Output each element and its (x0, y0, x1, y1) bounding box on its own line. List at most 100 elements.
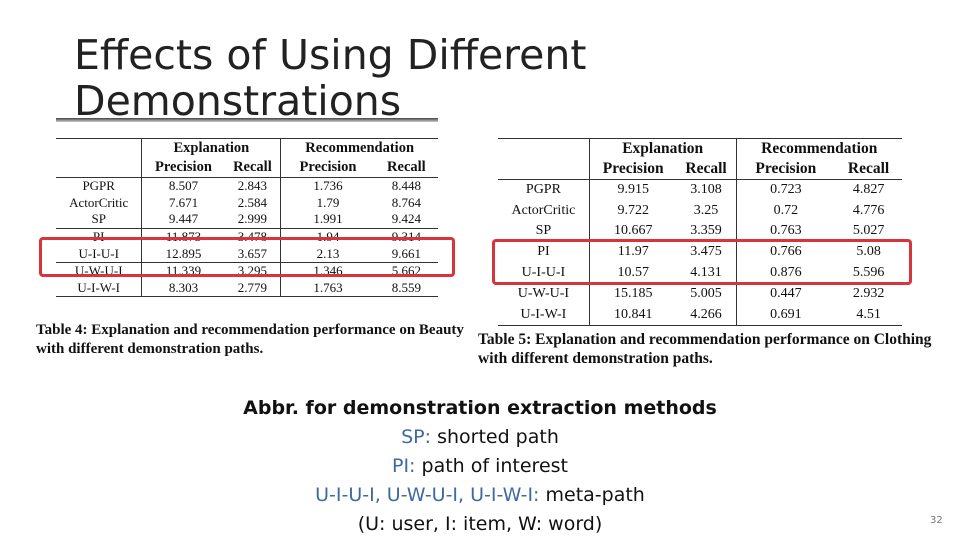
table-cell: 4.776 (852, 202, 885, 218)
table-cell: 9.722 (617, 202, 649, 218)
slide-title-line-2: Demonstrations (74, 77, 402, 125)
table-header-method (498, 138, 590, 159)
table-cell-method: PGPR (56, 177, 143, 195)
table-cell-method: PGPR (498, 179, 590, 201)
table-cell: 1.79 (316, 194, 340, 210)
table-header-explanation: Explanation (589, 138, 737, 159)
table-cell-method: PI (56, 228, 143, 246)
title-underline (56, 118, 438, 122)
table-cell-method: U-I-U-I (498, 262, 590, 284)
table-beauty-caption: Table 4: Explanation and recommendation … (36, 322, 464, 357)
table-cell: 3.478 (224, 228, 282, 246)
table-cell: 15.185 (613, 286, 653, 302)
highlight-box-clothing (492, 239, 912, 285)
table-cell: 0.723 (770, 182, 802, 198)
table-cell: 5.596 (852, 264, 885, 280)
table-cell: 9.314 (391, 229, 421, 245)
table-header-recommendation: Recommendation (305, 140, 415, 156)
table-cell: 0.766 (770, 244, 802, 260)
table-cell: 1.94 (316, 229, 340, 245)
table-cell: 3.25 (676, 200, 737, 221)
table-cell: 2.932 (852, 286, 885, 302)
table-cell: 8.507 (168, 178, 199, 194)
table-row: SP 9.447 2.999 1.991 9.424 (56, 211, 438, 229)
table-row: U-I-W-I 8.303 2.779 1.763 8.559 (56, 279, 438, 297)
table-cell: 4.51 (856, 306, 881, 322)
table-cell: 4.266 (676, 304, 737, 326)
table-subheader: Precision (602, 160, 664, 177)
table-cell: 10.667 (613, 222, 653, 238)
table-cell-method: ActorCritic (56, 194, 143, 212)
table-cell: 2.13 (316, 245, 340, 261)
table-clothing: Explanation Recommendation Precision Rec… (498, 138, 902, 326)
table-cell-method: PI (498, 241, 590, 263)
table-cell: 0.447 (770, 286, 802, 302)
table-row: PGPR 8.507 2.843 1.736 8.448 (56, 177, 438, 195)
table-cell: 8.448 (391, 178, 421, 194)
table-beauty: Explanation Recommendation Precision Rec… (56, 138, 438, 297)
table-cell-method: ActorCritic (498, 200, 590, 221)
abbreviation-text: meta-path (539, 484, 645, 506)
table-header-explanation: Explanation (141, 138, 282, 158)
table-cell-method: U-I-U-I (56, 245, 143, 263)
table-beauty-grid: Explanation Recommendation Precision Rec… (56, 138, 438, 297)
table-cell: 0.72 (773, 202, 799, 218)
abbreviation-heading: Abbr. for demonstration extraction metho… (243, 397, 717, 419)
table-clothing-caption: Table 5: Explanation and recommendation … (478, 331, 932, 367)
table-cell: 1.763 (313, 279, 343, 295)
abbreviation-key: PI: (392, 455, 416, 477)
abbreviation-text: shorted path (431, 426, 559, 448)
table-subheader-blank (498, 159, 590, 180)
table-cell: 2.584 (224, 194, 282, 212)
table-row: PI 11.873 3.478 1.94 9.314 (56, 228, 438, 246)
table-cell: 8.303 (168, 279, 199, 295)
table-cell: 3.657 (224, 245, 282, 263)
table-cell: 4.131 (676, 262, 737, 284)
table-cell-method: SP (498, 220, 590, 242)
table-subheader: Recall (847, 160, 890, 177)
table-cell-method: U-I-W-I (56, 279, 143, 297)
table-cell: 5.027 (852, 222, 885, 238)
table-header-recommendation: Recommendation (761, 140, 878, 157)
table-header-method (56, 138, 143, 158)
table-cell-method: U-W-U-I (498, 283, 590, 305)
table-cell: 2.843 (224, 177, 282, 195)
table-row: PI 11.97 3.475 0.766 5.08 (498, 241, 902, 263)
highlight-box-beauty (39, 237, 455, 277)
table-row: ActorCritic 7.671 2.584 1.79 8.764 (56, 194, 438, 212)
table-subheader: Precision (755, 160, 817, 177)
table-subheader: Precision (154, 159, 212, 175)
table-row: ActorCritic 9.722 3.25 0.72 4.776 (498, 200, 902, 221)
abbreviation-sp: SP: shorted path (200, 423, 760, 452)
table-subheader: Precision (299, 159, 357, 175)
table-cell: 12.895 (165, 245, 202, 261)
table-row: U-W-U-I 15.185 5.005 0.447 2.932 (498, 283, 902, 305)
table-cell: 9.447 (168, 211, 199, 227)
table-cell: 9.424 (391, 211, 421, 227)
table-row: U-I-W-I 10.841 4.266 0.691 4.51 (498, 304, 902, 326)
table-cell: 2.999 (224, 211, 282, 229)
table-cell-method: U-I-W-I (498, 304, 590, 326)
table-cell-method: SP (56, 211, 143, 229)
table-subheader: Recall (224, 158, 282, 178)
table-cell: 0.763 (770, 222, 802, 238)
table-cell: 0.876 (770, 264, 802, 280)
table-cell: 0.691 (770, 306, 802, 322)
table-cell: 3.475 (676, 241, 737, 263)
table-cell: 10.57 (617, 264, 649, 280)
table-clothing-grid: Explanation Recommendation Precision Rec… (498, 138, 902, 326)
table-subheader-blank (56, 158, 143, 178)
table-cell: 5.08 (856, 244, 881, 260)
abbreviation-pi: PI: path of interest (200, 452, 760, 481)
abbreviation-legend: (U: user, I: item, W: word) (357, 513, 603, 535)
table-cell: 8.764 (391, 194, 421, 210)
page-number: 32 (930, 515, 943, 526)
abbreviation-block: Abbr. for demonstration extraction metho… (200, 394, 760, 539)
abbreviation-key: SP: (401, 426, 432, 448)
table-cell: 9.915 (617, 182, 649, 198)
table-cell: 11.873 (165, 229, 202, 245)
table-row: SP 10.667 3.359 0.763 5.027 (498, 220, 902, 242)
table-cell: 11.97 (617, 244, 649, 260)
table-cell: 7.671 (168, 194, 199, 210)
abbreviation-meta-path: U-I-U-I, U-W-U-I, U-I-W-I: meta-path (200, 481, 760, 510)
